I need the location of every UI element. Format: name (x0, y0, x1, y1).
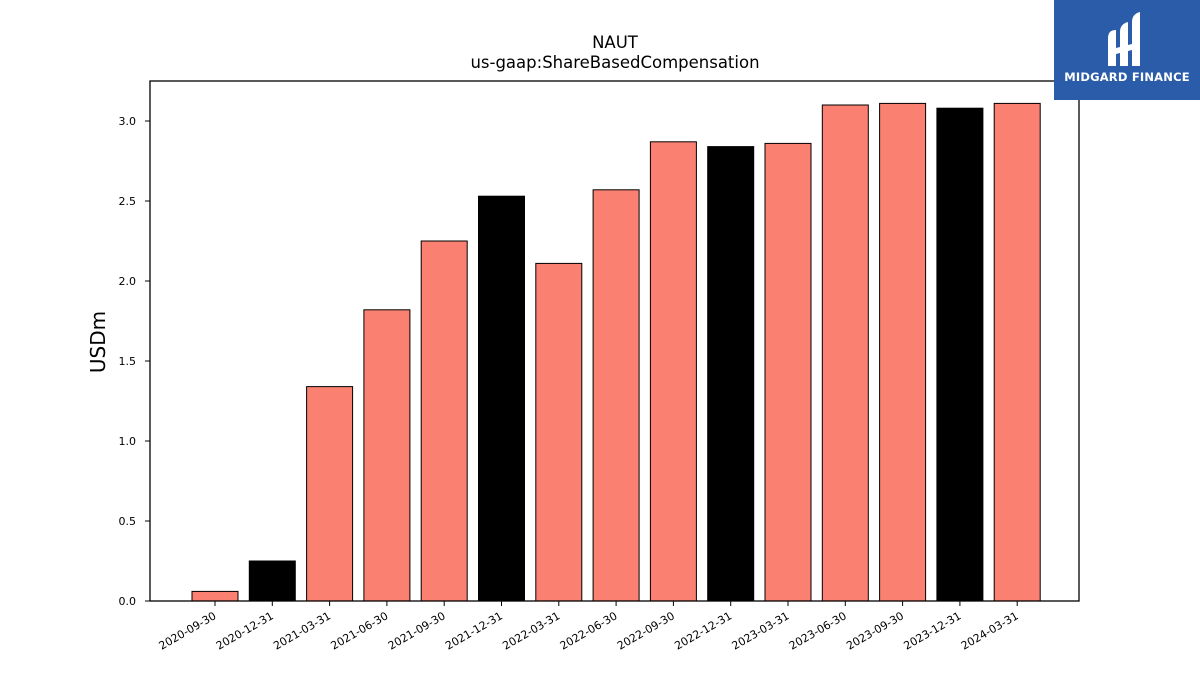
bar-2021-12-31 (478, 195, 525, 602)
y-tick-label: 1.0 (119, 435, 137, 448)
y-tick-label: 0.0 (119, 595, 137, 608)
bar-2022-06-30 (592, 189, 640, 602)
x-tick-label: 2022-12-31 (672, 609, 734, 652)
x-tick-label: 2021-03-31 (271, 609, 333, 652)
bar-2020-12-31 (248, 560, 296, 602)
x-tick-label: 2021-09-30 (386, 609, 448, 652)
bar-2021-09-30 (420, 240, 468, 602)
y-tick-label: 2.0 (119, 275, 137, 288)
bar-2022-09-30 (649, 141, 697, 602)
x-tick-label: 2022-09-30 (615, 609, 677, 652)
bar-2023-09-30 (879, 102, 927, 602)
x-tick-label: 2022-03-31 (500, 609, 562, 652)
x-axis-ticks: 2020-09-302020-12-312021-03-312021-06-30… (157, 601, 1021, 653)
plot-frame (149, 80, 1080, 602)
bar-2024-03-31 (993, 102, 1041, 602)
x-tick-label: 2022-06-30 (558, 609, 620, 652)
x-tick-label: 2021-06-30 (329, 609, 391, 652)
y-tick-label: 1.5 (119, 355, 137, 368)
x-tick-label: 2020-12-31 (214, 609, 276, 652)
logo-mark-icon (1108, 12, 1140, 66)
x-tick-label: 2023-03-31 (730, 609, 792, 652)
bar-2022-03-31 (535, 262, 583, 602)
bar-2021-03-31 (306, 386, 354, 602)
logo-text: MIDGARD FINANCE (1064, 70, 1190, 84)
bar-2023-03-31 (764, 142, 812, 602)
bar-2021-06-30 (363, 309, 411, 602)
y-tick-label: 3.0 (119, 115, 137, 128)
x-tick-label: 2023-09-30 (844, 609, 906, 652)
x-tick-label: 2023-06-30 (787, 609, 849, 652)
x-tick-label: 2024-03-31 (959, 609, 1021, 652)
x-tick-label: 2020-09-30 (157, 609, 219, 652)
bar-2022-12-31 (707, 146, 755, 602)
y-tick-label: 2.5 (119, 195, 137, 208)
bar-2020-09-30 (191, 590, 239, 602)
brand-logo: MIDGARD FINANCE (1054, 0, 1200, 100)
bars-group (191, 102, 1041, 602)
x-tick-label: 2023-12-31 (902, 609, 964, 652)
chart-title: NAUT (592, 33, 639, 52)
y-tick-label: 0.5 (119, 515, 137, 528)
bar-2023-06-30 (821, 104, 869, 602)
chart-subtitle: us-gaap:ShareBasedCompensation (470, 53, 759, 72)
y-axis-ticks: 0.0 0.5 1.0 1.5 2.0 2.5 3.0 (119, 115, 150, 608)
x-tick-label: 2021-12-31 (443, 609, 505, 652)
bar-2023-12-31 (936, 107, 984, 602)
y-axis-label: USDm (86, 311, 110, 373)
